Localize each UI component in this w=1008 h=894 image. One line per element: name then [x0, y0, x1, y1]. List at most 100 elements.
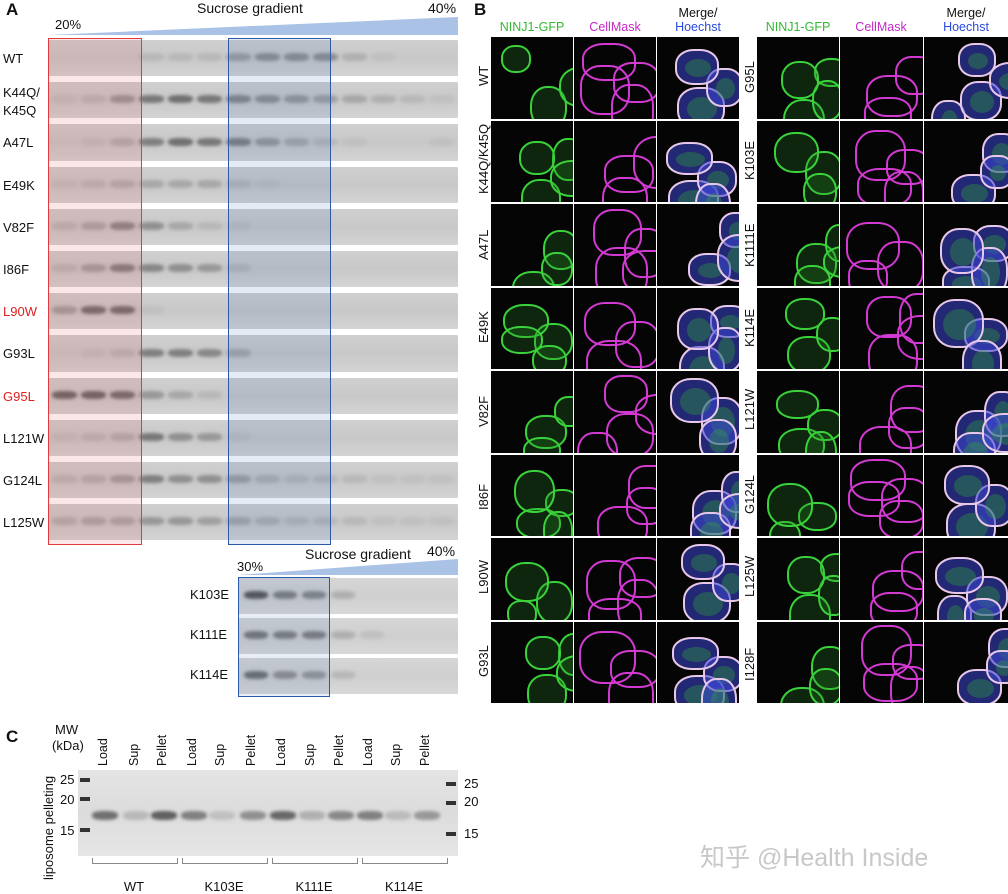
cellmask-micrograph: [574, 371, 656, 453]
micrograph-row-label: I86F: [476, 484, 491, 511]
marker-right-15: 15: [464, 826, 479, 841]
gradient-low-percent: 20%: [55, 17, 82, 32]
gfp-cell-shape: [507, 600, 537, 620]
merge-gfp-overlay: [954, 474, 982, 497]
micrograph-row-label: K44Q/K45Q: [476, 123, 491, 194]
gel-band: [168, 475, 193, 484]
cellmask-membrane-shape: [846, 222, 900, 270]
cellmask-micrograph: [840, 538, 923, 620]
gel-band: [52, 221, 77, 230]
gel-band: [226, 137, 251, 146]
gel-band: [429, 137, 454, 146]
gel-band: [342, 517, 367, 526]
merge-cell-shape: [677, 307, 719, 350]
cellmask-membrane-shape: [586, 339, 642, 369]
merge-gfp-overlay: [961, 183, 988, 202]
merge-cell-shape: [982, 413, 1008, 453]
gel-band: [139, 390, 164, 399]
gel-band: [313, 137, 338, 146]
group-bracket: [362, 858, 448, 864]
cellmask-membrane-shape: [579, 630, 636, 684]
gel-band: [429, 95, 454, 104]
lane-label: Pellet: [155, 734, 169, 766]
gel-band: [226, 179, 251, 188]
merge-gfp-overlay: [974, 608, 994, 620]
gel-band: [284, 517, 309, 526]
merge-gfp-overlay: [985, 493, 1006, 519]
gel-band: [197, 179, 222, 188]
cellmask-membrane-shape: [626, 486, 656, 525]
cellmask-micrograph: [840, 371, 923, 453]
gfp-micrograph: [491, 621, 573, 703]
gfp-micrograph: [491, 204, 573, 286]
gel-band: [255, 53, 280, 62]
merge-gfp-overlay: [998, 637, 1008, 660]
merge-micrograph: [657, 621, 739, 703]
cellmask-micrograph: [574, 287, 656, 369]
cellmask-micrograph: [840, 454, 923, 536]
gfp-cell-shape: [774, 131, 819, 173]
gel-band: [197, 53, 222, 62]
cellmask-membrane-shape: [879, 499, 923, 536]
cellmask-membrane-shape: [890, 665, 923, 703]
gel-row-label: K44Q/ K45Q: [3, 85, 40, 119]
gfp-cell-shape: [794, 265, 831, 286]
group-bracket: [92, 858, 178, 864]
gel-band: [226, 432, 251, 441]
merge-gfp-overlay: [722, 573, 739, 594]
sub-gel-band: [273, 671, 297, 679]
panel-b-letter: B: [474, 0, 487, 19]
gfp-micrograph: [757, 120, 839, 202]
y-axis-label: liposome pelleting: [41, 775, 56, 880]
gfp-cell-shape: [501, 45, 531, 73]
gel-band: [168, 390, 193, 399]
merge-cell-shape: [958, 43, 996, 77]
merge-gfp-overlay: [729, 502, 739, 521]
gfp-micrograph: [491, 37, 573, 119]
gel-band: [371, 475, 396, 484]
gel-band: [110, 475, 135, 484]
merge-cell-shape: [944, 464, 990, 505]
lane-label: Sup: [127, 743, 141, 766]
cellmask-micrograph: [840, 204, 923, 286]
merge-cell-shape: [964, 598, 1002, 620]
merge-gfp-overlay: [711, 687, 729, 703]
gfp-cell-shape: [527, 673, 567, 703]
liposome-band: [270, 811, 296, 820]
merge-gfp-overlay: [990, 164, 1006, 181]
cellmask-membrane-shape: [861, 624, 912, 676]
cellmask-membrane-shape: [850, 458, 906, 501]
gel-band: [52, 432, 77, 441]
gel-band: [110, 179, 135, 188]
cellmask-membrane-shape: [872, 570, 923, 612]
gel-band: [52, 517, 77, 526]
micrograph-row-label: I128F: [742, 647, 757, 681]
merge-gfp-overlay: [972, 349, 994, 369]
gel-band: [197, 221, 222, 230]
micrograph-row-label: V82F: [476, 395, 491, 427]
merge-cell-shape: [670, 378, 719, 423]
merge-gfp-overlay: [945, 567, 976, 586]
gfp-micrograph: [757, 287, 839, 369]
gel-row-label: V82F: [3, 219, 35, 235]
gel-band: [139, 432, 164, 441]
lane-label: Pellet: [244, 734, 258, 766]
cellmask-micrograph: [840, 287, 923, 369]
lane-label: Load: [96, 738, 110, 766]
cellmask-membrane-shape: [586, 560, 636, 610]
cellmask-membrane-shape: [604, 375, 648, 413]
panel-a-letter: A: [6, 0, 19, 19]
cellmask-membrane-shape: [877, 241, 923, 286]
gel-row-label: G95L: [3, 388, 35, 404]
merge-cell-shape: [986, 649, 1008, 684]
micrograph-row-label: E49K: [476, 311, 491, 344]
cellmask-membrane-shape: [866, 295, 912, 338]
gfp-cell-shape: [514, 469, 555, 513]
merge-micrograph: [657, 204, 739, 286]
merge-micrograph: [924, 287, 1008, 369]
lane-label: Sup: [303, 743, 317, 766]
merge-gfp-overlay: [947, 605, 964, 620]
liposome-band: [151, 811, 177, 820]
gel-band: [139, 53, 164, 62]
gel-band: [400, 517, 425, 526]
